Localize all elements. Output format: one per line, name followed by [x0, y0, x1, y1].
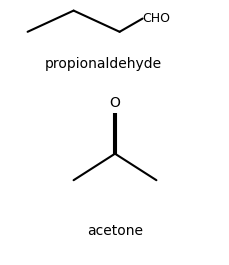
Text: acetone: acetone: [87, 224, 142, 237]
Text: propionaldehyde: propionaldehyde: [45, 57, 161, 70]
Text: O: O: [109, 96, 120, 110]
Text: CHO: CHO: [142, 12, 170, 25]
